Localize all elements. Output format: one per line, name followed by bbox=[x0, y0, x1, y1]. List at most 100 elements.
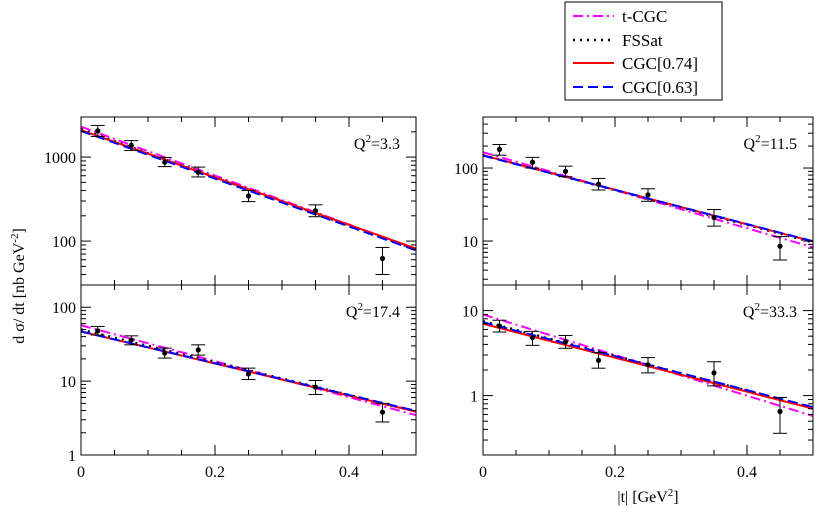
panel-label: Q2=11.5 bbox=[744, 133, 798, 153]
marker bbox=[245, 371, 252, 377]
marker bbox=[379, 409, 386, 415]
marker bbox=[128, 337, 134, 343]
marker bbox=[529, 335, 536, 341]
y-axis-title-exp: -2 bbox=[9, 234, 21, 243]
panel-q2-33.3: 1 10 0 0.2 0.4 Q2=33.3 bbox=[462, 284, 814, 481]
data-point bbox=[157, 347, 172, 359]
y-tick-label: 1000 bbox=[44, 150, 76, 167]
marker bbox=[162, 350, 168, 356]
data-point bbox=[308, 379, 323, 395]
marker bbox=[595, 357, 602, 363]
data-point bbox=[773, 236, 787, 261]
data-point bbox=[90, 124, 105, 137]
panel-label: Q2=33.3 bbox=[743, 301, 797, 321]
legend-label-fssat: FSSat bbox=[622, 31, 663, 50]
curve-t-cgc bbox=[483, 151, 813, 249]
marker bbox=[95, 128, 101, 134]
data-point bbox=[591, 352, 606, 369]
data-point bbox=[492, 144, 507, 156]
marker bbox=[195, 347, 201, 353]
marker bbox=[562, 168, 569, 174]
curve-t-cgc bbox=[81, 324, 416, 417]
data-point bbox=[241, 367, 256, 381]
y-tick-label: 10 bbox=[462, 234, 478, 251]
data-point bbox=[308, 204, 323, 218]
marker bbox=[379, 255, 386, 262]
y-axis-title: d σ/ dt [nb GeV-2] bbox=[9, 228, 28, 344]
panel-label: Q2=3.3 bbox=[354, 133, 400, 153]
x-axis-title-main: |t| [GeV bbox=[617, 489, 668, 506]
panel-label: Q2=17.4 bbox=[346, 301, 400, 321]
marker bbox=[245, 193, 252, 199]
data-point bbox=[525, 156, 540, 169]
legend-label-t-cgc: t-CGC bbox=[622, 7, 667, 26]
data-point bbox=[558, 165, 573, 178]
data-point bbox=[707, 209, 721, 227]
data-point bbox=[191, 344, 206, 356]
y-tick-label: 100 bbox=[52, 300, 76, 317]
legend-box bbox=[564, 1, 723, 101]
marker bbox=[95, 328, 101, 334]
data-point bbox=[375, 246, 390, 276]
curve-fssat bbox=[483, 320, 813, 410]
data-point bbox=[558, 334, 573, 349]
y-axis-title-main: d σ/ dt [nb GeV bbox=[11, 242, 28, 344]
data-point bbox=[707, 361, 721, 387]
marker bbox=[711, 370, 717, 376]
data-point bbox=[641, 357, 655, 374]
marker bbox=[312, 384, 319, 390]
data-point bbox=[375, 402, 390, 423]
x-tick-label: 0.2 bbox=[605, 464, 625, 481]
data-point bbox=[124, 140, 139, 151]
data-point bbox=[124, 335, 139, 346]
marker bbox=[162, 159, 168, 165]
y-tick-label: 10 bbox=[462, 304, 478, 321]
x-axis-title: |t| [GeV2] bbox=[617, 487, 678, 506]
data-point bbox=[773, 396, 787, 434]
y-tick-label: 1 bbox=[470, 389, 478, 406]
y-tick-label: 1 bbox=[68, 448, 76, 465]
x-tick-label: 0.4 bbox=[339, 464, 359, 481]
y-tick-label: 100 bbox=[454, 161, 478, 178]
marker bbox=[711, 214, 717, 221]
x-tick-label: 0.2 bbox=[205, 464, 225, 481]
legend-label-cgc-074: CGC[0.74] bbox=[622, 54, 698, 73]
data-point bbox=[241, 190, 256, 203]
marker bbox=[777, 243, 783, 249]
marker bbox=[496, 146, 503, 152]
marker bbox=[595, 181, 602, 187]
y-axis-title-close: ] bbox=[11, 228, 28, 233]
x-tick-label: 0 bbox=[77, 464, 85, 481]
curve-cgc-0-74 bbox=[81, 129, 416, 250]
marker bbox=[777, 408, 783, 415]
data-point bbox=[157, 156, 172, 168]
legend-label-cgc-063: CGC[0.63] bbox=[622, 78, 698, 97]
panel-q2-17.4: 1 10 100 0 0.2 0.4 Q2=17.4 bbox=[52, 284, 417, 481]
marker bbox=[195, 169, 201, 175]
data-point bbox=[641, 188, 655, 202]
marker bbox=[128, 142, 134, 148]
marker bbox=[496, 323, 503, 329]
marker bbox=[529, 159, 536, 165]
panel-q2-3.3: 100 1000 Q2=3.3 bbox=[44, 116, 417, 286]
marker bbox=[645, 362, 651, 368]
x-axis-title-close: ] bbox=[673, 489, 678, 506]
x-tick-label: 0.4 bbox=[737, 464, 757, 481]
marker bbox=[562, 339, 569, 345]
data-point bbox=[90, 325, 105, 336]
curves bbox=[81, 125, 416, 252]
data-point bbox=[525, 330, 540, 346]
x-tick-label: 0 bbox=[479, 464, 487, 481]
data-point bbox=[191, 166, 206, 178]
y-tick-label: 100 bbox=[52, 234, 76, 251]
data-point bbox=[492, 319, 507, 333]
marker bbox=[312, 208, 319, 214]
panel-q2-11.5: 10 100 Q2=11.5 bbox=[454, 116, 814, 286]
legend: t-CGC FSSat CGC[0.74] CGC[0.63] bbox=[564, 1, 723, 101]
x-axis-title-exp: 2 bbox=[668, 487, 674, 499]
y-tick-label: 10 bbox=[60, 374, 76, 391]
marker bbox=[645, 192, 651, 198]
data-point bbox=[591, 177, 606, 191]
curve-t-cgc bbox=[483, 313, 813, 417]
